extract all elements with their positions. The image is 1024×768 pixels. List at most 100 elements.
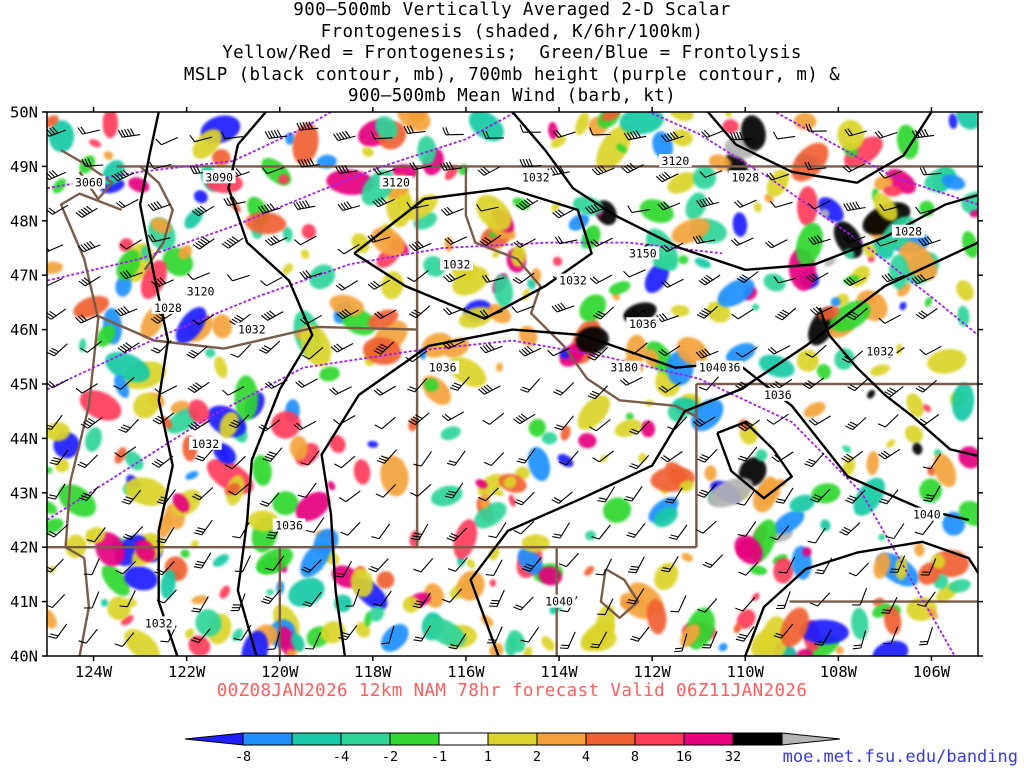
wind-barb <box>121 489 142 505</box>
wind-barb <box>660 451 683 463</box>
height-label-bg <box>379 175 413 189</box>
wind-barb <box>914 520 935 536</box>
frontogenesis-cell <box>639 199 674 223</box>
wind-barb <box>737 446 758 462</box>
wind-barb <box>301 559 322 573</box>
wind-barb <box>699 170 723 178</box>
frontogenesis-cell <box>453 519 478 560</box>
barb-feather <box>923 499 932 503</box>
barb-feather <box>554 210 562 217</box>
frontogenesis-cell <box>89 139 101 148</box>
barb-feather <box>660 245 668 253</box>
contour-labels: 1032103210321028103610361032103610401036… <box>72 154 944 630</box>
barb-feather <box>698 386 707 391</box>
barb-feather <box>295 381 303 388</box>
barb-feather <box>848 276 856 284</box>
wind-barb <box>41 277 63 287</box>
barb-feather <box>374 424 383 430</box>
wind-barb <box>333 415 356 425</box>
mslp-label-bg <box>142 616 176 630</box>
wind-barb <box>657 201 681 211</box>
credit-url[interactable]: moe.met.fsu.edu/banding <box>782 747 1018 767</box>
barb-staff <box>814 200 831 210</box>
frontogenesis-cell <box>753 202 762 213</box>
barb-feather <box>372 168 379 176</box>
barb-feather <box>195 529 204 533</box>
wind-barb <box>190 628 211 644</box>
wind-barb <box>674 633 688 653</box>
wind-barb <box>919 345 942 356</box>
barb-feather <box>482 345 489 353</box>
barb-staff <box>312 632 322 650</box>
barb-staff <box>231 455 246 470</box>
barb-feather <box>154 460 162 466</box>
barb-feather <box>516 240 523 247</box>
barb-feather <box>740 424 748 430</box>
barb-feather <box>261 314 268 321</box>
barb-feather <box>735 638 744 642</box>
wind-barb <box>47 126 67 137</box>
barb-feather <box>695 529 704 534</box>
barb-feather <box>340 202 347 211</box>
barb-feather <box>593 203 600 211</box>
wind-barb <box>488 522 507 539</box>
barb-feather <box>294 239 301 246</box>
frontogenesis-cell <box>424 378 439 392</box>
wind-barb <box>293 420 317 431</box>
wind-barb <box>842 163 866 173</box>
barb-feather <box>917 420 925 426</box>
barb-feather <box>160 496 169 500</box>
barb-feather <box>77 315 85 323</box>
frontogenesis-cell <box>212 554 229 567</box>
barb-feather <box>231 318 240 324</box>
barb-feather <box>125 342 133 348</box>
barb-feather <box>262 598 271 602</box>
mslp-label: 1036 <box>764 388 792 402</box>
barb-feather <box>705 197 711 205</box>
barb-feather <box>846 453 854 459</box>
barb-feather <box>188 351 197 357</box>
barb-feather <box>336 313 344 320</box>
wind-barb <box>440 206 464 216</box>
barb-feather <box>160 640 169 643</box>
barb-staff <box>604 598 614 615</box>
barb-feather <box>192 495 200 501</box>
barb-feather <box>88 417 96 424</box>
barb-staff <box>495 522 507 538</box>
frontogenesis-cell <box>528 418 546 437</box>
barb-feather <box>478 388 485 395</box>
wind-barb <box>885 523 905 540</box>
wind-barbs <box>41 121 942 653</box>
height-label: 3180 <box>610 361 638 375</box>
barb-staff <box>345 624 358 641</box>
colorbar-max-triangle <box>781 732 841 746</box>
barb-feather <box>124 533 133 538</box>
frontogenesis-cell <box>402 596 420 613</box>
colorbar-tick-label: -1 <box>431 749 447 765</box>
wind-barb <box>233 624 252 641</box>
barb-feather <box>189 166 195 174</box>
barb-feather <box>333 418 340 425</box>
barb-staff <box>91 557 100 575</box>
frontogenesis-cell <box>47 261 64 274</box>
barb-feather <box>886 389 895 395</box>
barb-feather <box>767 348 775 355</box>
barb-feather <box>412 605 421 609</box>
barb-feather <box>516 498 525 504</box>
frontogenesis-cell <box>694 257 711 269</box>
barb-feather <box>41 281 47 287</box>
barb-staff <box>890 626 899 644</box>
barb-feather <box>524 565 532 570</box>
wind-barb <box>778 556 796 574</box>
barb-feather <box>842 166 850 173</box>
barb-feather <box>773 635 782 639</box>
wind-barb <box>515 197 539 211</box>
barb-feather <box>273 129 279 138</box>
barb-feather <box>446 206 453 214</box>
barb-feather <box>346 201 353 209</box>
barb-feather <box>808 123 813 132</box>
barb-feather <box>736 131 741 140</box>
barb-staff <box>47 244 64 253</box>
frontogenesis-cell <box>232 628 244 642</box>
barb-feather <box>590 240 597 247</box>
